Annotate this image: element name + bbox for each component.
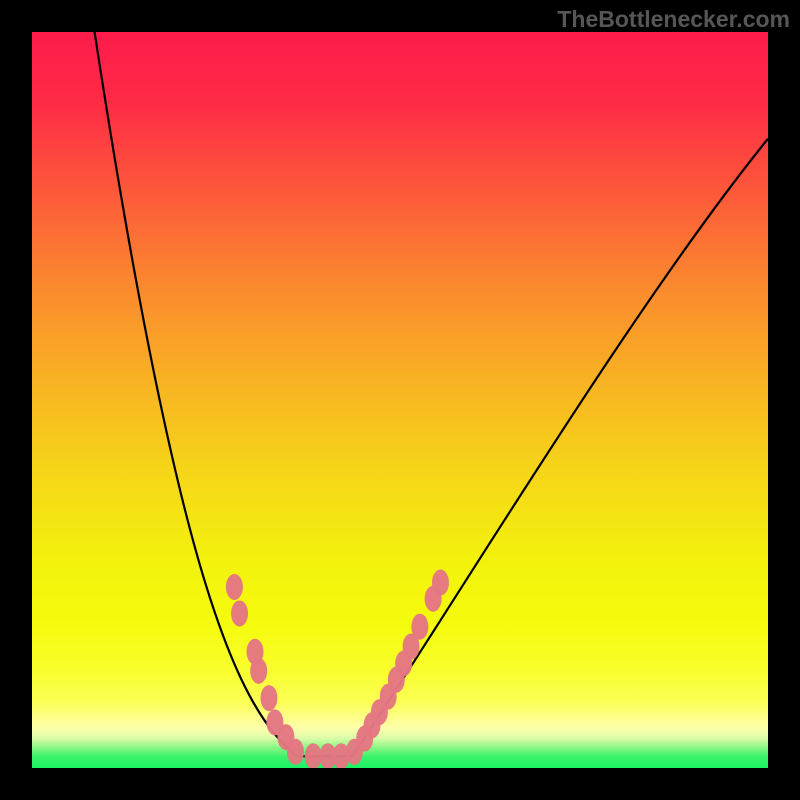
data-marker [432,570,449,596]
data-marker [260,685,277,711]
data-marker [411,614,428,640]
data-marker [287,739,304,765]
curve-layer [32,32,768,768]
plot-area [32,32,768,768]
chart-container: TheBottlenecker.com [0,0,800,800]
data-marker [250,658,267,684]
data-marker [305,743,322,768]
bottleneck-curve [95,32,768,756]
data-marker [231,600,248,626]
watermark-text: TheBottlenecker.com [557,6,790,33]
data-marker [226,574,243,600]
